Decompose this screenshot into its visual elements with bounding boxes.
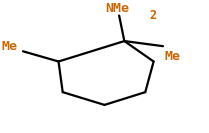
Text: 2: 2 [149, 9, 157, 22]
Text: Me: Me [1, 40, 17, 53]
Text: NMe: NMe [105, 2, 129, 15]
Text: Me: Me [164, 50, 180, 63]
